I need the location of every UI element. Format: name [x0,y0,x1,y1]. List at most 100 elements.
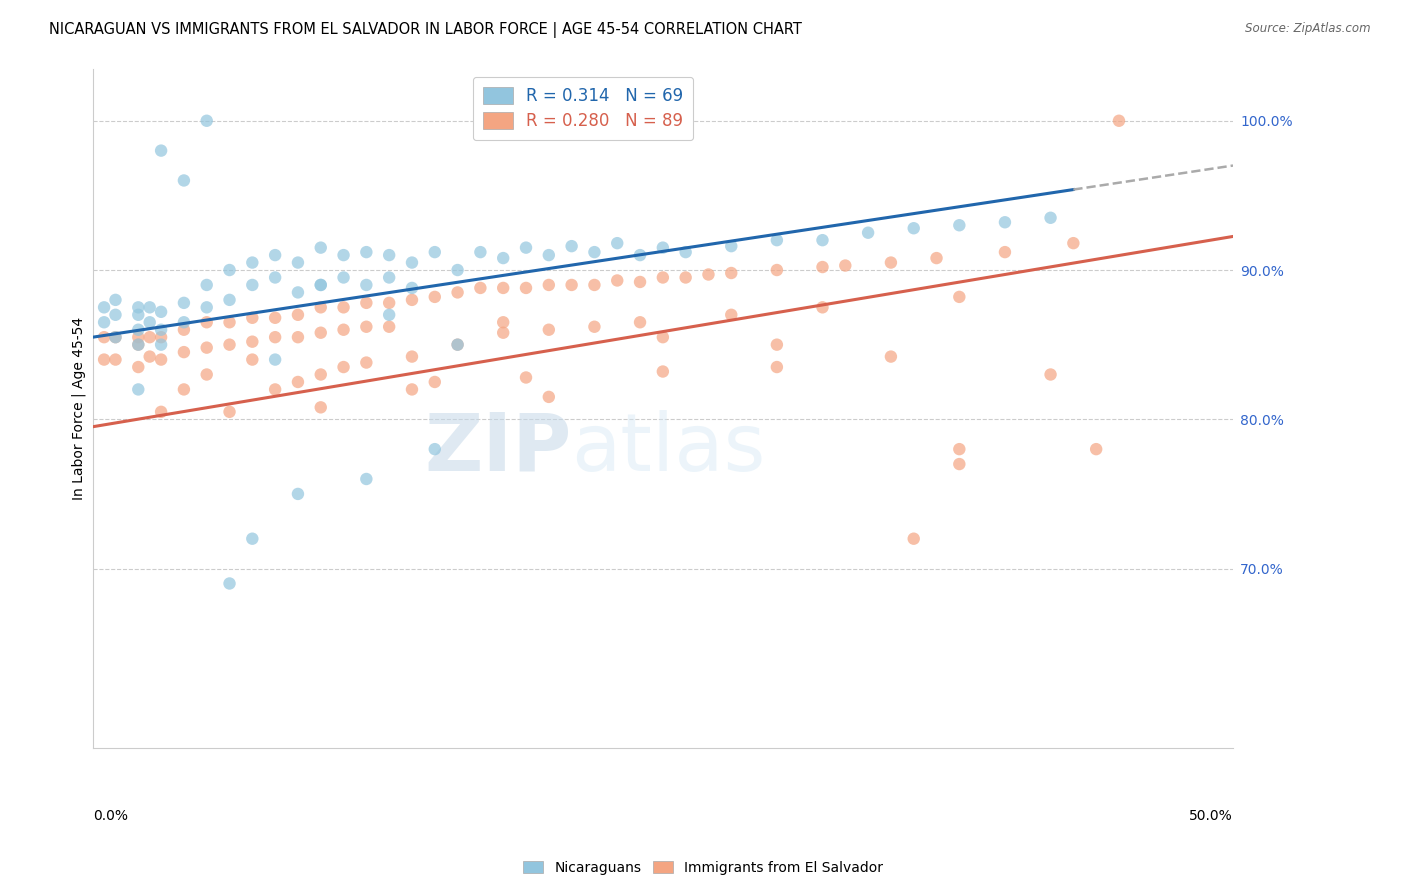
Point [240,277,263,292]
Point [93,330,115,344]
Point [138,315,160,329]
Point [651,365,673,379]
Point [356,319,378,334]
Point [651,330,673,344]
Point [720,266,742,280]
Point [173,296,195,310]
Point [264,270,287,285]
Point [173,315,195,329]
Point [401,293,423,307]
Y-axis label: In Labor Force | Age 45-54: In Labor Force | Age 45-54 [72,317,86,500]
Point [356,277,378,292]
Point [332,248,354,262]
Point [173,323,195,337]
Point [628,315,651,329]
Point [309,401,332,415]
Point [720,239,742,253]
Point [1085,442,1108,457]
Point [332,270,354,285]
Point [537,248,560,262]
Point [948,442,970,457]
Text: ZIP: ZIP [425,409,572,488]
Point [264,383,287,397]
Point [903,532,925,546]
Point [127,383,149,397]
Point [561,277,583,292]
Point [880,255,903,269]
Text: Source: ZipAtlas.com: Source: ZipAtlas.com [1246,22,1371,36]
Point [356,472,378,486]
Point [150,337,173,351]
Point [240,310,263,325]
Point [515,370,537,384]
Point [583,277,606,292]
Point [583,319,606,334]
Point [127,337,149,351]
Point [423,290,446,304]
Point [492,315,515,329]
Point [423,245,446,260]
Point [606,273,628,287]
Point [173,173,195,187]
Point [423,442,446,457]
Point [1062,236,1084,251]
Point [138,330,160,344]
Point [401,281,423,295]
Point [537,277,560,292]
Point [287,308,309,322]
Point [1108,113,1130,128]
Point [150,305,173,319]
Point [150,405,173,419]
Point [332,323,354,337]
Point [150,323,173,337]
Point [264,330,287,344]
Point [218,405,240,419]
Point [309,241,332,255]
Point [537,323,560,337]
Point [264,310,287,325]
Point [356,355,378,369]
Point [309,326,332,340]
Point [766,263,789,277]
Point [150,352,173,367]
Point [720,308,742,322]
Point [309,277,332,292]
Point [104,330,127,344]
Point [811,301,834,315]
Point [515,241,537,255]
Point [537,390,560,404]
Point [218,263,240,277]
Point [515,281,537,295]
Point [195,277,218,292]
Point [287,487,309,501]
Point [880,350,903,364]
Point [195,341,218,355]
Point [628,248,651,262]
Point [240,352,263,367]
Point [446,337,468,351]
Point [195,301,218,315]
Point [675,270,697,285]
Point [492,281,515,295]
Point [127,308,149,322]
Point [378,296,401,310]
Point [309,277,332,292]
Point [240,255,263,269]
Point [127,301,149,315]
Point [446,337,468,351]
Point [150,330,173,344]
Point [446,263,468,277]
Point [1039,368,1062,382]
Point [766,337,789,351]
Point [811,233,834,247]
Point [138,350,160,364]
Point [218,315,240,329]
Point [446,285,468,300]
Text: 50.0%: 50.0% [1189,809,1233,822]
Point [93,301,115,315]
Point [378,270,401,285]
Point [104,293,127,307]
Point [356,296,378,310]
Point [264,248,287,262]
Point [173,383,195,397]
